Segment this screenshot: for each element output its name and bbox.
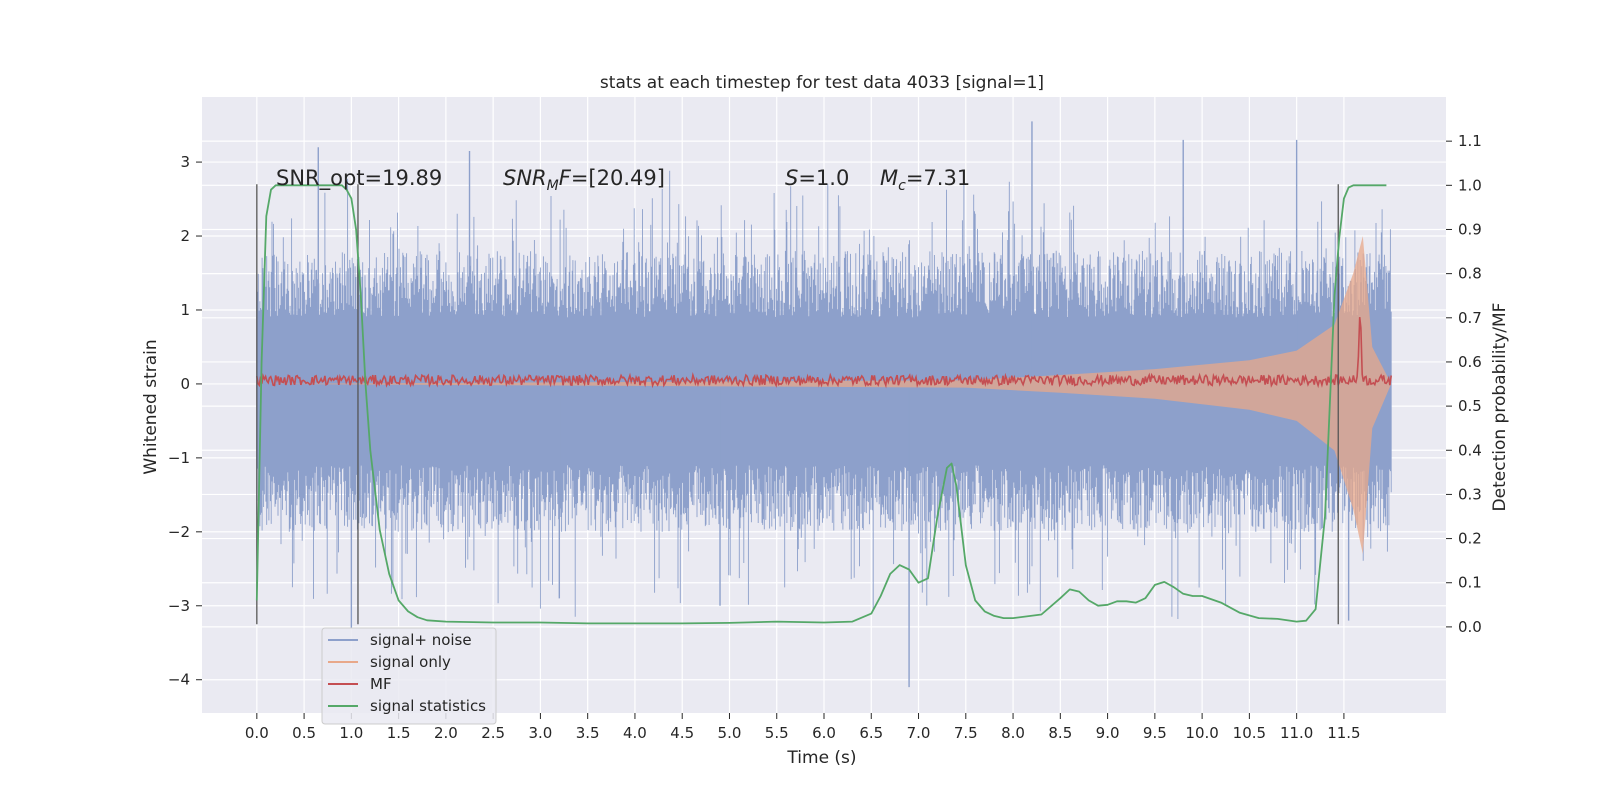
y-right-tick-label: 0.6 (1458, 353, 1482, 371)
x-tick-label: 8.0 (1001, 724, 1025, 742)
y-right-tick-label: 0.5 (1458, 397, 1482, 415)
signal-only-envelope (256, 236, 1392, 555)
x-tick-label: 11.5 (1327, 724, 1360, 742)
x-tick-label: 5.5 (765, 724, 789, 742)
x-tick-label: 7.5 (954, 724, 978, 742)
y-right-tick-label: 0.8 (1458, 265, 1482, 283)
x-tick-label: 6.5 (859, 724, 883, 742)
x-tick-label: 8.5 (1048, 724, 1072, 742)
y-right-tick-label: 0.1 (1458, 574, 1482, 592)
x-tick-label: 0.5 (292, 724, 316, 742)
y-right-tick-label: 0.2 (1458, 530, 1482, 548)
legend-label-mf: MF (370, 675, 392, 693)
x-tick-label: 7.0 (907, 724, 931, 742)
y-axis-ticks: 3 2 1 0 −1 −2 −3 −4 (168, 153, 202, 689)
annotation-snr-mf: SNRMF=[20.49] (503, 166, 665, 194)
y-tick-label: 2 (180, 227, 190, 245)
y-right-tick-label: 0.9 (1458, 220, 1482, 238)
y-tick-label: −1 (168, 449, 190, 467)
chart-title: stats at each timestep for test data 403… (600, 73, 1044, 93)
y-right-tick-label: 0.7 (1458, 309, 1482, 327)
y-tick-label: 3 (180, 153, 190, 171)
x-tick-label: 6.0 (812, 724, 836, 742)
signal-statistics-line (255, 184, 1387, 625)
annotations: SNR_opt=19.89 SNRMF=[20.49] S=1.0 Mc=7.3… (276, 166, 970, 194)
legend-label-signal-noise: signal+ noise (370, 631, 472, 649)
x-tick-label: 2.0 (434, 724, 458, 742)
x-tick-label: 10.5 (1233, 724, 1266, 742)
annotation-mc: Mc=7.31 (880, 166, 970, 194)
mf-trace (256, 317, 1392, 389)
x-axis-label: Time (s) (786, 748, 856, 768)
y-tick-label: −3 (168, 597, 190, 615)
y-tick-label: 0 (180, 375, 190, 393)
x-tick-label: 3.5 (576, 724, 600, 742)
x-tick-label: 1.0 (339, 724, 363, 742)
x-tick-label: 1.5 (387, 724, 411, 742)
legend: signal+ noise signal only MF signal stat… (321, 627, 497, 725)
x-tick-label: 9.0 (1096, 724, 1120, 742)
y-tick-label: 1 (180, 301, 190, 319)
annotation-s: S=1.0 (785, 166, 849, 190)
x-tick-label: 4.0 (623, 724, 647, 742)
y-tick-label: −4 (168, 671, 190, 689)
legend-label-signal-statistics: signal statistics (370, 697, 486, 715)
x-tick-label: 11.0 (1280, 724, 1313, 742)
x-tick-label: 9.5 (1143, 724, 1167, 742)
x-tick-label: 10.0 (1185, 724, 1218, 742)
legend-label-signal-only: signal only (370, 653, 451, 671)
y-right-tick-label: 0.0 (1458, 618, 1482, 636)
y-right-tick-label: 0.3 (1458, 485, 1482, 503)
x-tick-label: 2.5 (481, 724, 505, 742)
x-tick-label: 4.5 (670, 724, 694, 742)
x-axis-ticks: 0.0 0.5 1.0 1.5 2.0 2.5 3.0 3.5 4.0 4.5 5.0 5.5 6.0 6… (245, 713, 1361, 742)
y-right-tick-label: 0.4 (1458, 441, 1482, 459)
x-tick-label: 3.0 (528, 724, 552, 742)
legend-box (321, 627, 497, 725)
annotation-snr-opt: SNR_opt=19.89 (276, 166, 442, 191)
x-tick-label: 0.0 (245, 724, 269, 742)
y-right-axis-label: Detection probability/MF (1490, 303, 1510, 512)
y-right-axis-ticks: 1.1 1.0 0.9 0.8 0.7 0.6 0.5 0.4 0.3 0.2 0.1 0.0 (1446, 132, 1482, 636)
x-tick-label: 5.0 (718, 724, 742, 742)
signal-only-series (256, 236, 1392, 555)
y-tick-label: −2 (168, 523, 190, 541)
signal-statistics-series (255, 184, 1387, 625)
y-axis-label: Whitened strain (141, 339, 161, 474)
y-right-tick-label: 1.1 (1458, 132, 1482, 150)
y-right-tick-label: 1.0 (1458, 176, 1482, 194)
mf-series (256, 317, 1392, 389)
